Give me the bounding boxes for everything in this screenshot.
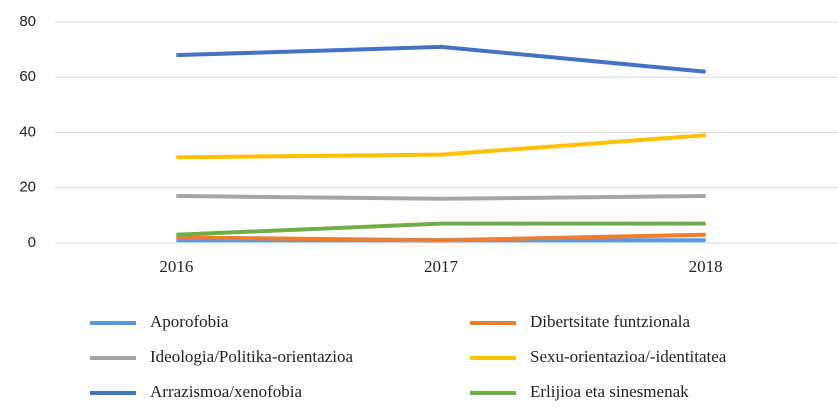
x-tick-label: 2016 (159, 257, 193, 276)
y-tick-label: 0 (28, 234, 36, 251)
y-tick-label: 40 (19, 123, 36, 140)
legend-label: Arrazismoa/xenofobia (150, 382, 302, 401)
y-tick-label: 20 (19, 179, 36, 196)
x-tick-label: 2018 (689, 257, 723, 276)
legend-label: Dibertsitate funtzionala (530, 312, 690, 331)
x-tick-label: 2017 (424, 257, 459, 276)
legend-label: Erlijioa eta sinesmenak (530, 382, 689, 401)
series-line (176, 44, 706, 74)
legend-label: Ideologia/Politika-orientazioa (150, 347, 353, 366)
series-line (176, 221, 706, 237)
legend-label: Sexu-orientazioa/-identitatea (530, 347, 727, 366)
y-tick-label: 80 (19, 13, 36, 30)
y-tick-label: 60 (19, 68, 36, 85)
series-line (176, 194, 706, 201)
series-line (176, 232, 706, 243)
series-line (176, 133, 706, 160)
legend-label: Aporofobia (150, 312, 229, 331)
